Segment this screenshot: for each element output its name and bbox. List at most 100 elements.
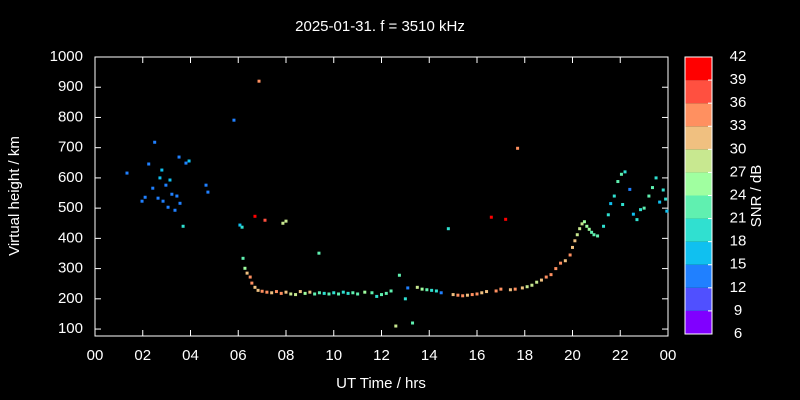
data-point	[654, 176, 658, 180]
data-point	[535, 280, 539, 284]
data-point	[602, 224, 606, 228]
colorbar-tick-label: 42	[730, 48, 747, 65]
data-point	[125, 171, 129, 175]
data-point	[411, 321, 415, 325]
colorbar-swatch	[685, 103, 712, 127]
data-point	[168, 178, 172, 182]
x-tick-label: 06	[230, 347, 247, 364]
colorbar-label: SNR / dB	[748, 165, 765, 228]
y-tick-label: 700	[58, 139, 83, 156]
y-tick-label: 600	[58, 169, 83, 186]
colorbar-tick-label: 27	[730, 163, 747, 180]
data-point	[173, 208, 177, 212]
x-tick-label: 20	[564, 347, 581, 364]
x-tick-label: 04	[182, 347, 199, 364]
data-point	[279, 291, 283, 295]
data-point	[430, 288, 434, 292]
data-point	[240, 225, 244, 229]
data-point	[151, 186, 155, 190]
data-point	[616, 180, 620, 184]
data-point	[470, 293, 474, 297]
data-point	[647, 194, 651, 198]
data-point	[274, 290, 278, 294]
data-point	[504, 217, 508, 221]
data-point	[178, 201, 182, 205]
data-point	[485, 290, 489, 294]
data-point	[243, 266, 247, 270]
data-point	[140, 199, 144, 203]
data-point	[664, 197, 668, 201]
colorbar-swatch	[685, 310, 712, 334]
data-point	[184, 161, 188, 165]
data-point	[170, 192, 174, 196]
y-tick-label: 400	[58, 229, 83, 246]
data-point	[303, 291, 307, 295]
colorbar-swatch	[685, 195, 712, 219]
data-point	[587, 227, 591, 231]
data-point	[232, 118, 236, 122]
data-point	[585, 224, 589, 228]
data-point	[397, 273, 401, 277]
data-point	[260, 289, 264, 293]
colorbar-swatch	[685, 126, 712, 150]
data-point	[394, 324, 398, 328]
data-point	[341, 290, 345, 294]
data-point	[322, 291, 326, 295]
data-point	[549, 273, 553, 277]
data-point	[250, 281, 254, 285]
data-point	[592, 233, 596, 237]
data-point	[465, 293, 469, 297]
colorbar-swatch	[685, 218, 712, 242]
x-tick-label: 00	[660, 347, 677, 364]
x-tick-label: 16	[469, 347, 486, 364]
data-point	[571, 245, 574, 249]
data-point	[253, 285, 257, 289]
data-point	[337, 292, 341, 296]
data-point	[658, 200, 662, 204]
data-point	[434, 289, 438, 293]
data-point	[317, 291, 321, 295]
chart-title: 2025-01-31. f = 3510 kHz	[295, 18, 465, 35]
data-point	[313, 292, 317, 296]
data-point	[573, 239, 577, 243]
data-point	[578, 227, 582, 231]
colorbar-tick-label: 24	[730, 186, 747, 203]
data-point	[187, 159, 191, 163]
x-tick-label: 02	[134, 347, 151, 364]
data-point	[612, 194, 616, 198]
data-point	[494, 289, 498, 293]
data-point	[475, 292, 479, 296]
data-point	[420, 287, 424, 291]
data-point	[160, 168, 164, 172]
data-point	[642, 206, 646, 210]
data-point	[204, 183, 208, 187]
data-point	[661, 188, 665, 192]
colorbar-swatch	[685, 264, 712, 288]
data-point	[623, 170, 627, 174]
data-point	[206, 190, 210, 194]
x-axis-label: UT Time / hrs	[336, 375, 426, 392]
data-point	[403, 297, 407, 301]
data-point	[161, 199, 165, 203]
x-tick-label: 00	[87, 347, 104, 364]
y-tick-label: 1000	[50, 48, 83, 65]
colorbar-tick-label: 21	[730, 210, 747, 227]
data-point	[489, 215, 493, 219]
data-point	[181, 224, 185, 228]
data-point	[563, 259, 567, 263]
data-point	[596, 234, 600, 238]
data-point	[650, 186, 654, 190]
y-tick-label: 800	[58, 108, 83, 125]
colorbar-tick-label: 6	[734, 325, 742, 342]
data-point	[164, 183, 168, 187]
colorbar-tick-label: 12	[730, 279, 747, 296]
data-point	[480, 291, 484, 295]
colorbar-swatch	[685, 287, 712, 311]
colorbar-swatch	[685, 149, 712, 173]
data-point	[158, 176, 162, 180]
data-point	[317, 251, 321, 255]
data-point	[346, 291, 350, 295]
data-point	[147, 162, 151, 166]
colorbar-tick-label: 30	[730, 140, 747, 157]
